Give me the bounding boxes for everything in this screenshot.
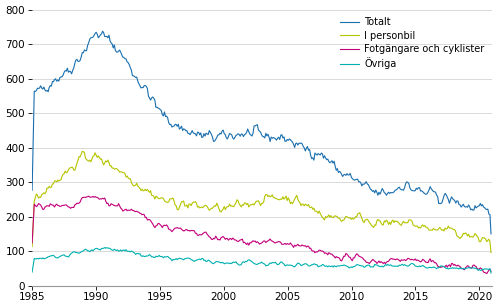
- Övriga: [29, 270, 35, 274]
- Totalt: [488, 232, 494, 236]
- I personbil: [488, 251, 494, 254]
- Fotgängare och cyklister: [455, 263, 461, 267]
- Fotgängare och cyklister: [421, 258, 427, 262]
- I personbil: [48, 185, 54, 189]
- Line: I personbil: I personbil: [32, 152, 491, 253]
- I personbil: [421, 225, 427, 228]
- Fotgängare och cyklister: [29, 241, 35, 245]
- Totalt: [421, 191, 427, 195]
- Legend: Totalt, I personbil, Fotgängare och cyklister, Övriga: Totalt, I personbil, Fotgängare och cykl…: [337, 14, 487, 72]
- Totalt: [48, 84, 54, 88]
- I personbil: [190, 200, 196, 204]
- Totalt: [455, 199, 461, 203]
- Totalt: [190, 131, 196, 135]
- Övriga: [460, 266, 466, 270]
- Totalt: [29, 188, 35, 192]
- Övriga: [102, 246, 107, 249]
- Fotgängare och cyklister: [48, 203, 54, 206]
- Övriga: [43, 256, 49, 260]
- Fotgängare och cyklister: [43, 205, 49, 208]
- I personbil: [80, 150, 86, 153]
- Line: Övriga: Övriga: [32, 248, 491, 273]
- Övriga: [421, 264, 427, 268]
- Fotgängare och cyklister: [460, 267, 466, 271]
- Line: Totalt: Totalt: [32, 31, 491, 234]
- Fotgängare och cyklister: [86, 194, 91, 198]
- Totalt: [43, 89, 49, 93]
- I personbil: [29, 245, 35, 249]
- Övriga: [455, 267, 461, 270]
- Totalt: [460, 202, 466, 206]
- I personbil: [455, 235, 461, 238]
- Totalt: [100, 29, 105, 33]
- Övriga: [48, 254, 54, 257]
- I personbil: [43, 190, 49, 194]
- Fotgängare och cyklister: [190, 229, 196, 233]
- Fotgängare och cyklister: [488, 270, 494, 273]
- Line: Fotgängare och cyklister: Fotgängare och cyklister: [32, 196, 491, 274]
- Övriga: [488, 271, 494, 275]
- Övriga: [190, 259, 196, 263]
- Fotgängare och cyklister: [484, 272, 490, 275]
- I personbil: [460, 231, 466, 235]
